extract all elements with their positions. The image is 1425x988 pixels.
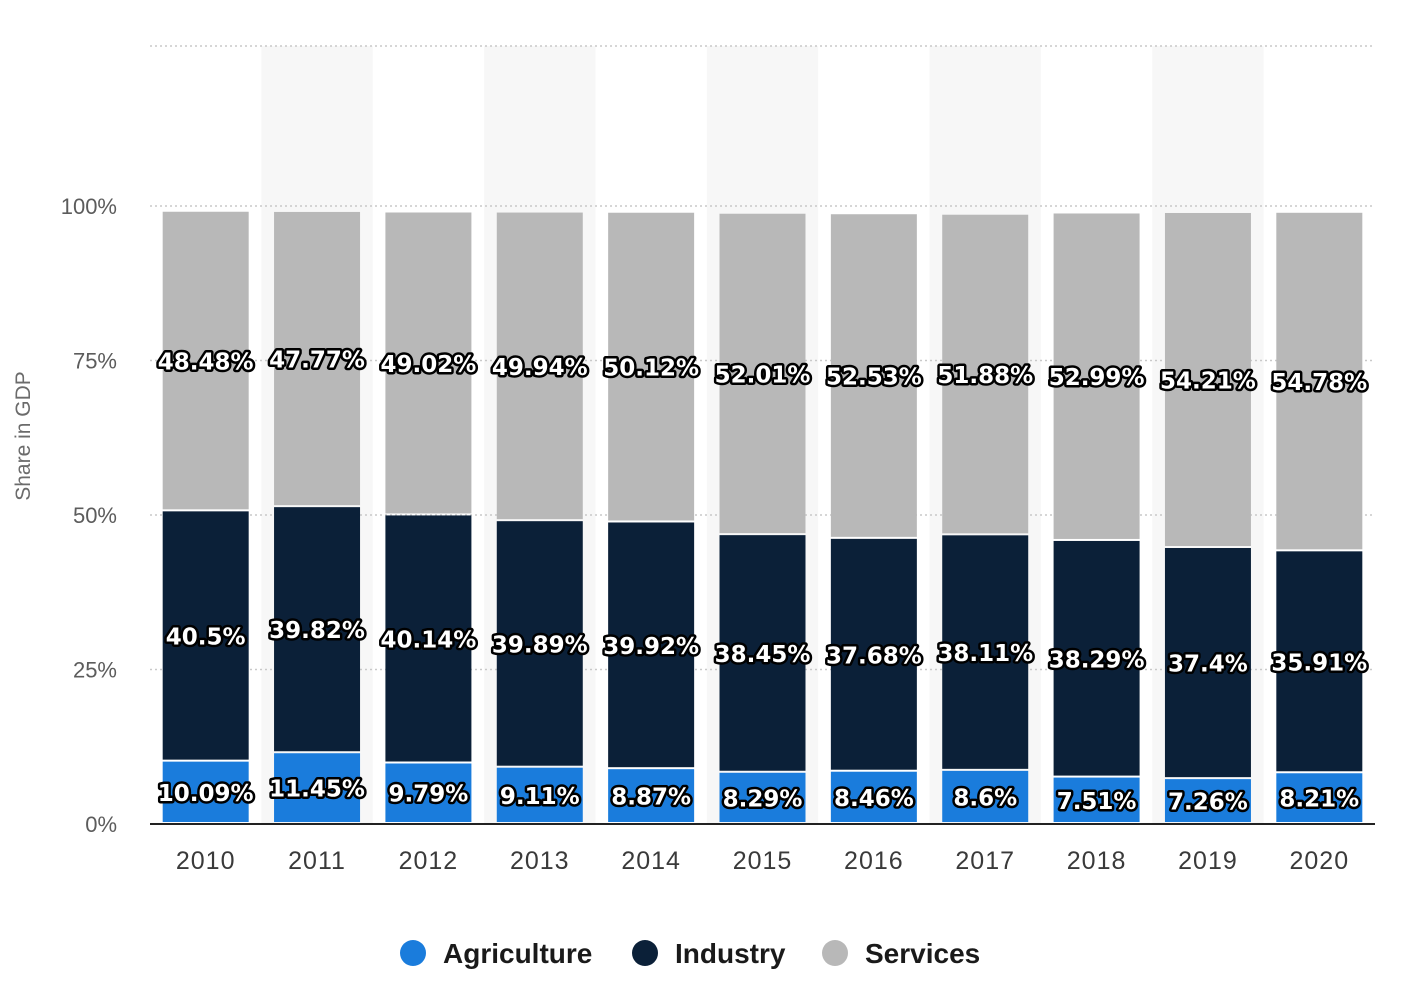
y-axis-ticks: 0% 25% 50% 75% 100% [61,194,117,837]
bar-agriculture [608,769,695,822]
bar-services [719,213,806,534]
y-tick-label: 50% [73,503,117,528]
x-tick-label: 2012 [399,847,459,875]
data-label-services: 54.21% [1160,368,1256,394]
bar-industry [830,538,917,770]
legend: Agriculture Industry Services [400,938,980,969]
bar-agriculture [942,770,1029,822]
y-tick-label: 25% [73,658,117,683]
bar-services [1276,212,1363,550]
x-tick-label: 2014 [621,847,681,875]
bar-industry [162,511,249,760]
bar-industry [1053,540,1140,776]
data-label-services: 51.88% [937,363,1033,389]
data-label-services: 52.53% [826,365,922,391]
legend-label-industry: Industry [675,938,786,969]
bars [162,211,1363,822]
bar-industry [608,522,695,768]
bar-agriculture [385,763,472,822]
bar-services [385,212,472,514]
data-label-agriculture: 11.45% [269,777,365,803]
x-tick-label: 2016 [844,847,904,875]
bar-industry [496,521,583,766]
data-label-agriculture: 8.46% [834,786,914,812]
bar-agriculture [719,772,806,822]
x-axis-labels: 2010 2011 2012 2013 2014 2015 2016 2017 2018 2019… [176,847,1350,875]
data-label-industry: 40.14% [381,627,477,653]
data-label-industry: 40.5% [166,624,246,650]
bar-industry [385,515,472,762]
bar-agriculture [274,753,361,822]
data-label-agriculture: 8.6% [953,785,1017,811]
legend-marker-industry [632,940,658,966]
data-label-industry: 38.11% [937,641,1033,667]
bar-agriculture [1053,777,1140,822]
y-tick-label: 0% [85,812,117,837]
data-label-services: 49.02% [381,352,477,378]
x-tick-label: 2020 [1290,847,1350,875]
data-label-industry: 39.92% [603,634,699,660]
bar-agriculture [1164,779,1251,822]
bar-services [1164,212,1251,547]
data-label-agriculture: 10.09% [158,781,254,807]
x-tick-label: 2019 [1178,847,1238,875]
bar-industry [1276,551,1363,772]
bar-agriculture [162,761,249,822]
bar-services [1053,213,1140,539]
data-label-agriculture: 9.11% [500,784,580,810]
bar-agriculture [1276,773,1363,822]
data-label-services: 47.77% [269,348,365,374]
data-label-agriculture: 7.26% [1168,790,1248,816]
data-label-industry: 39.82% [269,618,365,644]
legend-label-agriculture: Agriculture [443,938,592,969]
data-label-agriculture: 8.21% [1279,787,1359,813]
data-label-industry: 38.29% [1049,647,1145,673]
data-label-services: 50.12% [603,356,699,382]
bar-services [274,211,361,506]
bar-agriculture [496,767,583,822]
bar-industry [719,535,806,771]
data-label-agriculture: 8.29% [723,786,803,812]
x-tick-label: 2015 [733,847,793,875]
bar-services [942,214,1029,534]
bar-services [830,214,917,537]
data-label-industry: 37.4% [1168,652,1248,678]
legend-marker-services [822,940,848,966]
data-label-services: 52.01% [715,362,811,388]
data-label-services: 49.94% [492,355,588,381]
bar-industry [274,507,361,752]
legend-label-services: Services [865,938,980,969]
x-tick-label: 2010 [176,847,236,875]
data-label-industry: 38.45% [715,642,811,668]
x-tick-label: 2013 [510,847,570,875]
y-tick-label: 100% [61,194,117,219]
bar-agriculture [830,771,917,822]
data-label-services: 52.99% [1049,365,1145,391]
data-label-industry: 37.68% [826,643,922,669]
bar-industry [942,535,1029,769]
bar-services [608,212,695,521]
x-tick-label: 2011 [288,847,346,875]
data-label-services: 48.48% [158,350,254,376]
bar-services [496,212,583,520]
data-label-industry: 35.91% [1271,650,1367,676]
y-tick-label: 75% [73,349,117,374]
data-label-industry: 39.89% [492,632,588,658]
bar-industry [1164,548,1251,778]
bar-services [162,211,249,510]
data-labels: 10.09% 40.5% 48.48% 11.45% 39.82% 47.77% 9.79%… [155,345,1369,818]
data-label-agriculture: 8.87% [611,785,691,811]
x-tick-label: 2018 [1067,847,1127,875]
x-tick-label: 2017 [955,847,1015,875]
data-label-services: 54.78% [1271,370,1367,396]
data-label-agriculture: 7.51% [1057,789,1137,815]
data-label-agriculture: 9.79% [389,782,469,808]
legend-marker-agriculture [400,940,426,966]
y-axis-title: Share in GDP [12,371,35,501]
